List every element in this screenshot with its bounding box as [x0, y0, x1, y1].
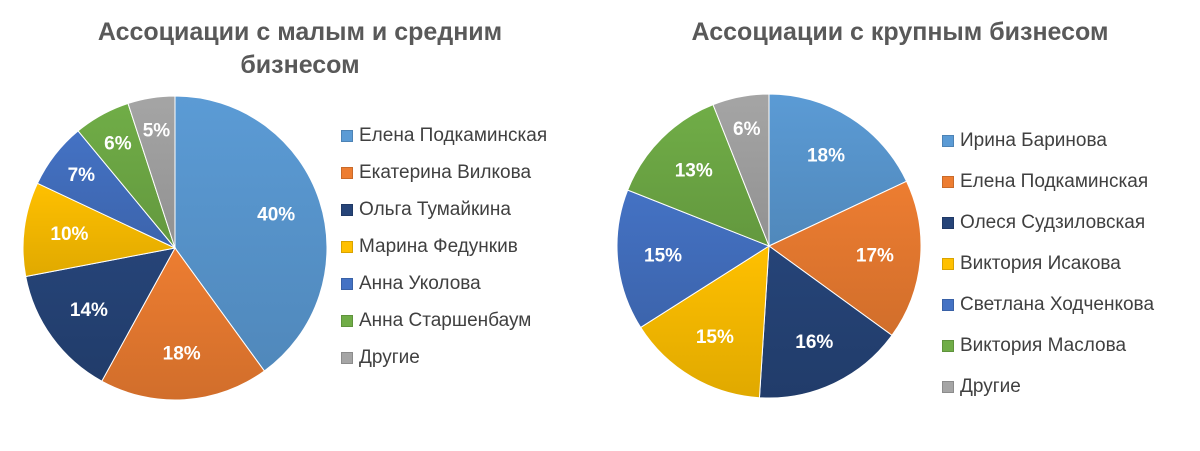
- pie-slice-виктория-маслова: [627, 104, 770, 247]
- legend-item-екатерина-вилкова: Екатерина Вилкова: [341, 154, 547, 191]
- legend-item-марина-федункив: Марина Федункив: [341, 228, 547, 265]
- legend-item-анна-уколова: Анна Уколова: [341, 265, 547, 302]
- legend-item-светлана-ходченкова: Светлана Ходченкова: [942, 284, 1154, 325]
- legend-swatch: [341, 129, 353, 142]
- legend: Ирина Баринова Елена Подкаминская Олеся Су…: [942, 120, 1154, 407]
- legend: Елена Подкаминская Екатерина Вилкова Ольга…: [341, 117, 547, 376]
- pie-slice-другие: [712, 93, 770, 247]
- slice-label-виктория-маслова: 13%: [675, 160, 713, 181]
- legend-label: Олеся Судзиловская: [960, 211, 1146, 233]
- slice-label-ольга-тумайкина: 14%: [70, 300, 108, 321]
- legend-swatch: [942, 380, 954, 393]
- legend-label: Другие: [359, 346, 420, 368]
- pie-slice-виктория-исакова: [639, 245, 770, 399]
- legend-label: Елена Подкаминская: [359, 124, 548, 146]
- pie-plot: 40% 18% 14% 10% 7% 6% 5%: [22, 95, 328, 401]
- legend-item-виктория-исакова: Виктория Исакова: [942, 243, 1154, 284]
- slice-label-анна-уколова: 7%: [68, 165, 96, 186]
- legend-item-другие: Другие: [942, 366, 1154, 407]
- legend-label: Ирина Баринова: [960, 129, 1107, 151]
- legend-label: Екатерина Вилкова: [359, 161, 532, 183]
- slice-label-олеся-судзиловская: 16%: [795, 332, 833, 353]
- legend-swatch: [942, 257, 954, 270]
- chart-title: Ассоциации с крупным бизнесом: [691, 18, 1109, 46]
- pie-slice-светлана-ходченкова: [616, 189, 771, 329]
- legend-label: Анна Уколова: [359, 272, 481, 294]
- slice-label-елена-подкаминская: 40%: [257, 205, 295, 226]
- pie-slice-другие: [127, 95, 176, 249]
- legend-item-виктория-маслова: Виктория Маслова: [942, 325, 1154, 366]
- legend-swatch: [341, 203, 353, 216]
- legend-swatch: [341, 240, 353, 253]
- legend-label: Марина Федункив: [359, 235, 518, 257]
- legend-label: Виктория Исакова: [960, 252, 1121, 274]
- pie-slice-ирина-баринова: [768, 93, 908, 247]
- legend-label: Анна Старшенбаум: [359, 309, 532, 331]
- legend-label: Другие: [960, 375, 1021, 397]
- legend-swatch: [341, 314, 353, 327]
- legend-label: Виктория Маслова: [960, 334, 1127, 356]
- legend-label: Ольга Тумайкина: [359, 198, 511, 220]
- legend-swatch: [942, 175, 954, 188]
- slice-label-ирина-баринова: 18%: [807, 146, 845, 167]
- legend-swatch: [341, 166, 353, 179]
- legend-swatch: [942, 216, 954, 229]
- pie-plot: 18% 17% 16% 15% 15% 13% 6%: [616, 93, 922, 399]
- legend-item-ирина-баринова: Ирина Баринова: [942, 120, 1154, 161]
- slice-label-екатерина-вилкова: 18%: [163, 344, 201, 365]
- pie-slice-елена-подкаминская: [174, 95, 328, 372]
- slice-label-светлана-ходченкова: 15%: [644, 246, 682, 267]
- legend-item-олеся-судзиловская: Олеся Судзиловская: [942, 202, 1154, 243]
- legend-swatch: [341, 277, 353, 290]
- pie-slice-ольга-тумайкина: [25, 247, 176, 382]
- chart-title: Ассоциации с малым и средним бизнесом: [97, 18, 503, 79]
- chart-large-business: Ассоциации с крупным бизнесом 18% 17% 16% 1…: [600, 0, 1200, 451]
- slice-label-марина-федункив: 10%: [50, 224, 88, 245]
- slice-label-другие: 5%: [143, 120, 171, 141]
- legend-swatch: [942, 298, 954, 311]
- legend-label: Светлана Ходченкова: [960, 293, 1155, 315]
- chart-small-medium-business: Ассоциации с малым и средним бизнесом 40…: [22, 18, 547, 401]
- legend-item-другие: Другие: [341, 339, 547, 376]
- pie-slice-елена-подкаминская: [768, 180, 922, 337]
- legend-item-елена-подкаминская: Елена Подкаминская: [942, 161, 1154, 202]
- slice-label-анна-старшенбаум: 6%: [104, 134, 132, 155]
- slice-label-елена-подкаминская: 17%: [856, 246, 894, 267]
- legend-item-елена-подкаминская: Елена Подкаминская: [341, 117, 547, 154]
- legend-item-анна-старшенбаум: Анна Старшенбаум: [341, 302, 547, 339]
- legend-label: Елена Подкаминская: [960, 170, 1149, 192]
- pie-slice-марина-федункив: [22, 182, 177, 278]
- slice-label-другие: 6%: [733, 119, 761, 140]
- slice-label-виктория-исакова: 15%: [696, 327, 734, 348]
- pie-slice-екатерина-вилкова: [101, 247, 266, 401]
- pie-slice-олеся-судзиловская: [758, 245, 893, 399]
- legend-swatch: [942, 339, 954, 352]
- legend-item-ольга-тумайкина: Ольга Тумайкина: [341, 191, 547, 228]
- legend-swatch: [341, 351, 353, 364]
- legend-swatch: [942, 134, 954, 147]
